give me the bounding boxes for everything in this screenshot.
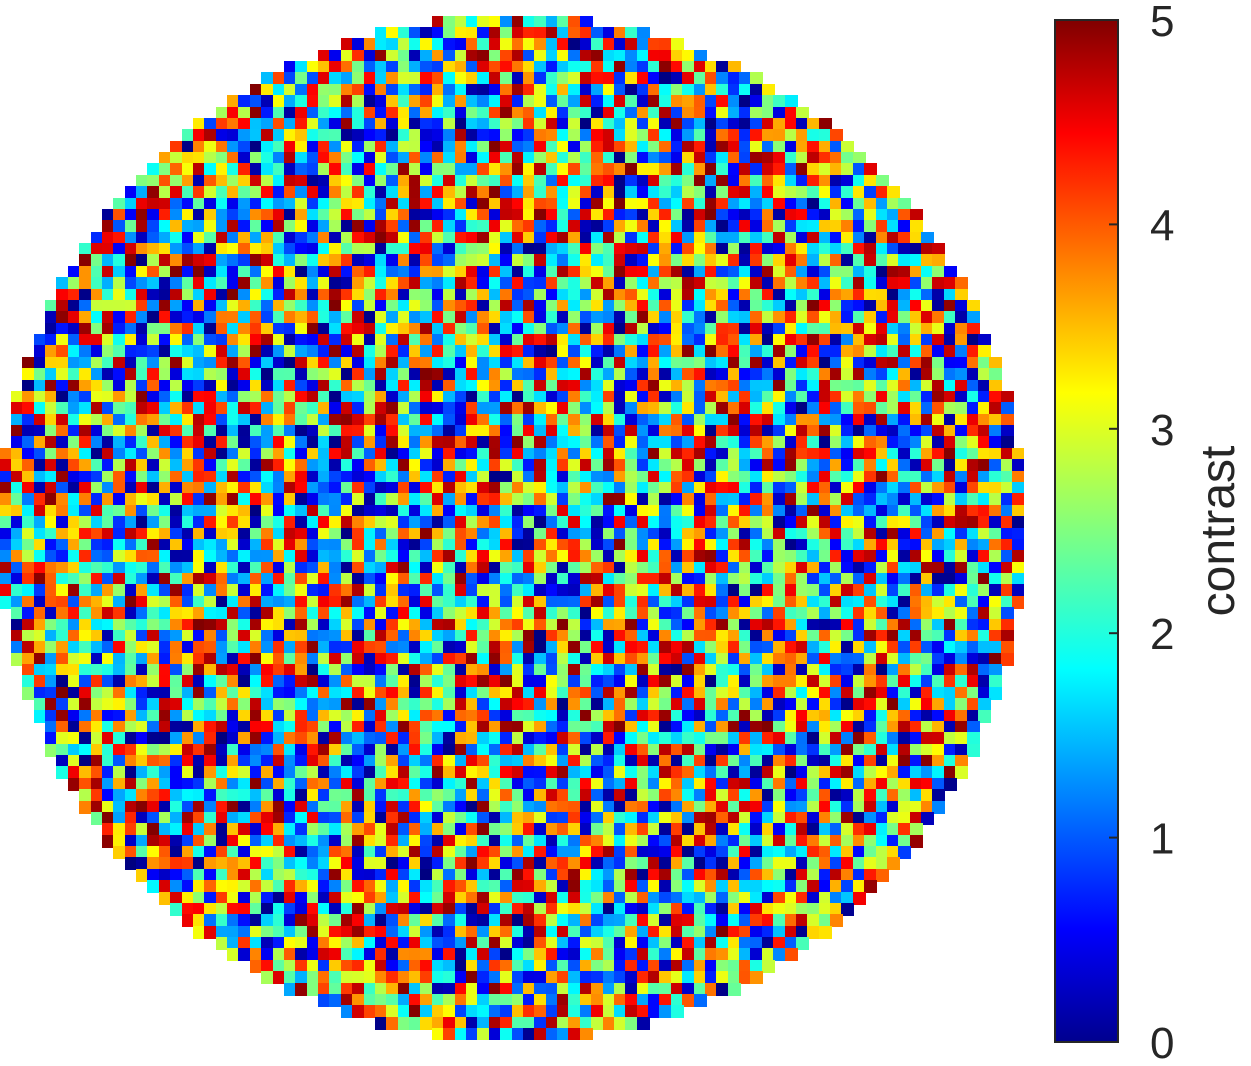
colorbar: 0 1 2 3 4 5 contrast <box>1054 0 1245 1066</box>
colorbar-gradient <box>1054 19 1119 1043</box>
colorbar-tick-label: 2 <box>1150 610 1174 659</box>
colorbar-label: contrast <box>1192 446 1245 617</box>
heatmap-plot <box>0 16 1024 1040</box>
colorbar-tick-label: 1 <box>1150 815 1174 864</box>
colorbar-tick-label: 0 <box>1150 1019 1174 1066</box>
colorbar-tick-label: 3 <box>1150 406 1174 455</box>
colorbar-tick-label: 4 <box>1150 201 1174 250</box>
colorbar-tick-label: 5 <box>1150 0 1174 46</box>
colorbar-ticks: 0 1 2 3 4 5 <box>1109 0 1174 1066</box>
